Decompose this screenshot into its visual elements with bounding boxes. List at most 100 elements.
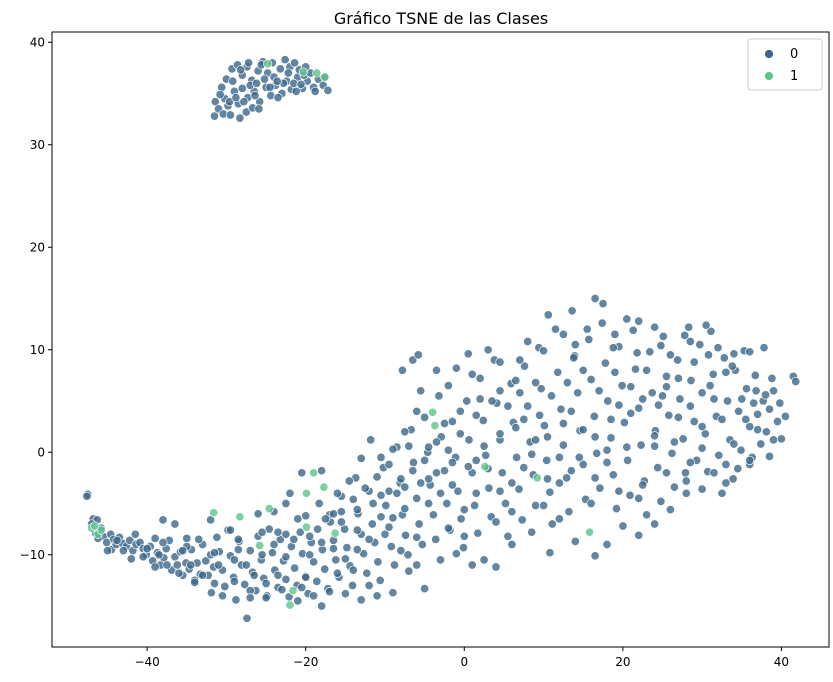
data-point-class-0 [753, 425, 763, 435]
data-point-class-0 [729, 439, 739, 449]
data-point-class-0 [217, 591, 228, 601]
legend-label-class-1: 1 [790, 69, 798, 84]
data-point-class-0 [420, 584, 430, 594]
data-point-class-0 [619, 417, 629, 428]
data-point-class-0 [451, 363, 461, 373]
data-point-class-0 [491, 517, 501, 527]
data-point-class-0 [703, 350, 714, 360]
data-point-class-0 [265, 82, 275, 92]
data-point-class-0 [564, 507, 574, 517]
data-point-class-0 [630, 364, 641, 374]
data-point-class-0 [680, 468, 691, 478]
data-point-class-0 [479, 441, 489, 451]
data-point-class-0 [280, 55, 290, 65]
data-point-class-0 [553, 367, 563, 377]
data-point-class-0 [281, 552, 291, 562]
data-point-class-0 [709, 394, 719, 404]
data-point-class-0 [414, 519, 424, 529]
data-point-class-0 [362, 568, 372, 578]
data-point-class-0 [584, 334, 594, 345]
data-point-class-0 [261, 593, 271, 603]
data-point-class-0 [539, 346, 549, 356]
data-point-class-0 [182, 533, 192, 543]
data-point-class-0 [244, 58, 254, 68]
data-point-class-0 [112, 535, 122, 545]
data-point-class-0 [332, 488, 342, 498]
data-point-class-0 [463, 349, 473, 359]
data-points [82, 55, 801, 623]
data-point-class-0 [776, 434, 786, 444]
data-point-class-0 [368, 498, 378, 509]
data-point-class-0 [435, 488, 446, 498]
data-point-class-0 [531, 378, 541, 388]
data-point-class-0 [257, 550, 267, 560]
data-point-class-0 [364, 534, 374, 544]
data-point-class-0 [602, 445, 612, 455]
data-point-class-0 [539, 500, 549, 511]
data-point-class-0 [404, 566, 414, 576]
data-point-class-0 [301, 511, 311, 521]
data-point-class-0 [447, 416, 457, 427]
data-point-class-0 [515, 388, 525, 398]
data-point-class-0 [360, 483, 370, 493]
data-point-class-0 [669, 482, 679, 492]
data-point-class-0 [706, 326, 716, 336]
data-point-class-0 [336, 517, 346, 527]
data-point-class-0 [636, 440, 646, 450]
data-point-class-0 [283, 68, 293, 78]
data-point-class-0 [364, 580, 374, 591]
data-point-class-0 [558, 329, 568, 339]
data-point-class-0 [684, 322, 694, 332]
data-point-class-0 [665, 505, 675, 515]
data-point-class-0 [695, 340, 705, 350]
data-point-class-0 [475, 394, 485, 404]
data-point-class-0 [317, 601, 327, 611]
data-point-class-0 [281, 574, 291, 584]
data-point-class-1 [532, 473, 542, 483]
data-point-class-0 [453, 486, 463, 496]
data-point-class-0 [198, 570, 208, 580]
data-point-class-0 [514, 484, 524, 494]
data-point-class-0 [102, 546, 113, 556]
data-point-class-0 [495, 429, 505, 439]
data-point-class-0 [396, 474, 406, 484]
data-point-class-0 [336, 507, 346, 517]
data-point-class-0 [478, 415, 488, 426]
data-point-class-0 [638, 480, 648, 490]
data-point-class-0 [241, 560, 251, 570]
data-point-class-0 [665, 350, 675, 360]
data-point-class-0 [507, 539, 517, 550]
data-point-class-0 [254, 104, 264, 114]
data-point-class-0 [727, 361, 737, 371]
data-point-class-0 [428, 510, 438, 520]
data-point-class-0 [592, 448, 602, 458]
data-point-class-0 [420, 412, 430, 422]
data-point-class-0 [689, 357, 699, 367]
data-point-class-0 [408, 466, 418, 476]
data-point-class-0 [239, 97, 249, 107]
data-point-class-0 [634, 316, 644, 326]
data-point-class-0 [289, 534, 299, 544]
data-point-class-0 [497, 468, 507, 478]
data-point-class-0 [586, 374, 596, 385]
data-point-class-0 [729, 349, 739, 359]
data-point-class-0 [519, 361, 530, 371]
data-point-class-0 [467, 560, 477, 570]
data-point-class-0 [229, 576, 239, 586]
data-point-class-0 [608, 343, 618, 353]
data-point-class-0 [590, 473, 600, 483]
data-point-class-0 [479, 555, 489, 565]
data-point-class-0 [721, 367, 731, 377]
data-point-class-0 [661, 371, 672, 381]
y-tick-label: 0 [37, 445, 45, 459]
data-point-class-0 [209, 578, 220, 589]
data-point-class-0 [681, 476, 691, 486]
data-point-class-0 [367, 519, 377, 529]
data-point-class-0 [675, 394, 685, 404]
legend-marker-class-1 [764, 71, 774, 81]
data-point-class-0 [590, 432, 600, 442]
data-point-class-1 [430, 421, 440, 431]
data-point-class-0 [686, 375, 696, 386]
data-point-class-0 [578, 425, 588, 435]
